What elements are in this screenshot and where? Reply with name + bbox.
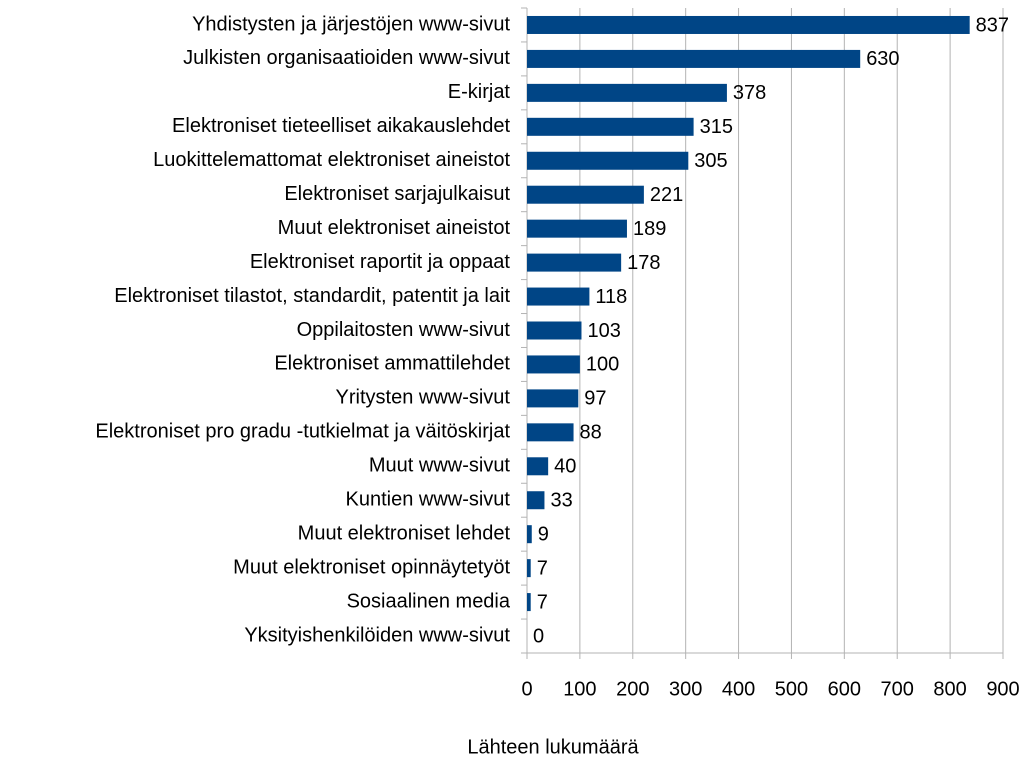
bar — [527, 559, 531, 578]
x-tick-label: 600 — [828, 678, 861, 700]
value-label: 97 — [584, 388, 606, 410]
y-tick-label: Elektroniset raportit ja oppaat — [250, 251, 511, 273]
y-tick-label: Yhdistysten ja järjestöjen www-sivut — [192, 13, 510, 35]
y-tick-label: Elektroniset ammattilehdet — [274, 353, 510, 375]
bar — [527, 15, 970, 34]
y-tick-label: Muut elektroniset lehdet — [298, 522, 511, 544]
y-tick-label: Kuntien www-sivut — [345, 489, 510, 511]
bar — [527, 423, 574, 442]
x-axis-label: Lähteen lukumäärä — [467, 736, 639, 758]
value-label: 88 — [580, 422, 602, 444]
bar — [527, 355, 580, 374]
value-label: 189 — [633, 218, 666, 240]
value-label: 630 — [866, 48, 899, 70]
bar — [527, 185, 644, 204]
value-label: 33 — [550, 490, 572, 512]
y-tick-label: Luokittelemattomat elektroniset aineisto… — [153, 149, 510, 171]
x-tick-label: 800 — [933, 678, 966, 700]
x-tick-label: 700 — [881, 678, 914, 700]
x-tick-label: 400 — [722, 678, 755, 700]
value-label: 0 — [533, 625, 544, 647]
value-label: 40 — [554, 456, 576, 478]
y-tick-label: Muut www-sivut — [369, 455, 511, 477]
y-tick-label: Elektroniset tilastot, standardit, paten… — [114, 285, 510, 307]
value-label: 378 — [733, 82, 766, 104]
value-label: 7 — [537, 557, 548, 579]
bar — [527, 151, 689, 170]
bar — [527, 491, 545, 510]
y-tick-label: Yksityishenkilöiden www-sivut — [244, 624, 510, 646]
x-tick-label: 100 — [563, 678, 596, 700]
bar — [527, 117, 694, 136]
y-tick-label: Elektroniset tieteelliset aikakauslehdet — [172, 115, 510, 137]
value-label: 178 — [627, 252, 660, 274]
y-tick-label: Yritysten www-sivut — [336, 387, 511, 409]
bar — [527, 83, 727, 102]
bar — [527, 457, 549, 476]
bar — [527, 49, 861, 68]
y-tick-label: Julkisten organisaatioiden www-sivut — [183, 47, 510, 69]
x-tick-label: 500 — [775, 678, 808, 700]
value-label: 118 — [595, 286, 627, 308]
y-tick-label: Elektroniset pro gradu -tutkielmat ja vä… — [95, 421, 510, 443]
value-label: 315 — [700, 116, 733, 138]
x-tick-label: 200 — [616, 678, 649, 700]
y-tick-label: Muut elektroniset opinnäytetyöt — [233, 556, 510, 578]
bar — [527, 321, 582, 340]
bar — [527, 219, 627, 238]
bar — [527, 389, 579, 408]
x-tick-label: 0 — [521, 678, 532, 700]
bar — [527, 525, 532, 544]
y-tick-label: Muut elektroniset aineistot — [278, 217, 511, 239]
y-tick-label: Sosiaalinen media — [347, 590, 511, 612]
bar — [527, 593, 531, 612]
y-tick-label: E-kirjat — [448, 81, 511, 103]
value-label: 221 — [650, 184, 683, 206]
bar — [527, 253, 622, 272]
x-tick-label: 300 — [669, 678, 702, 700]
y-tick-label: Elektroniset sarjajulkaisut — [284, 183, 510, 205]
value-label: 837 — [976, 14, 1009, 36]
value-label: 7 — [537, 591, 548, 613]
value-label: 9 — [538, 523, 549, 545]
x-tick-label: 900 — [986, 678, 1019, 700]
y-tick-label: Oppilaitosten www-sivut — [297, 319, 511, 341]
value-label: 103 — [587, 320, 620, 342]
value-label: 100 — [586, 354, 619, 376]
value-label: 305 — [694, 150, 727, 172]
bar — [527, 287, 590, 306]
